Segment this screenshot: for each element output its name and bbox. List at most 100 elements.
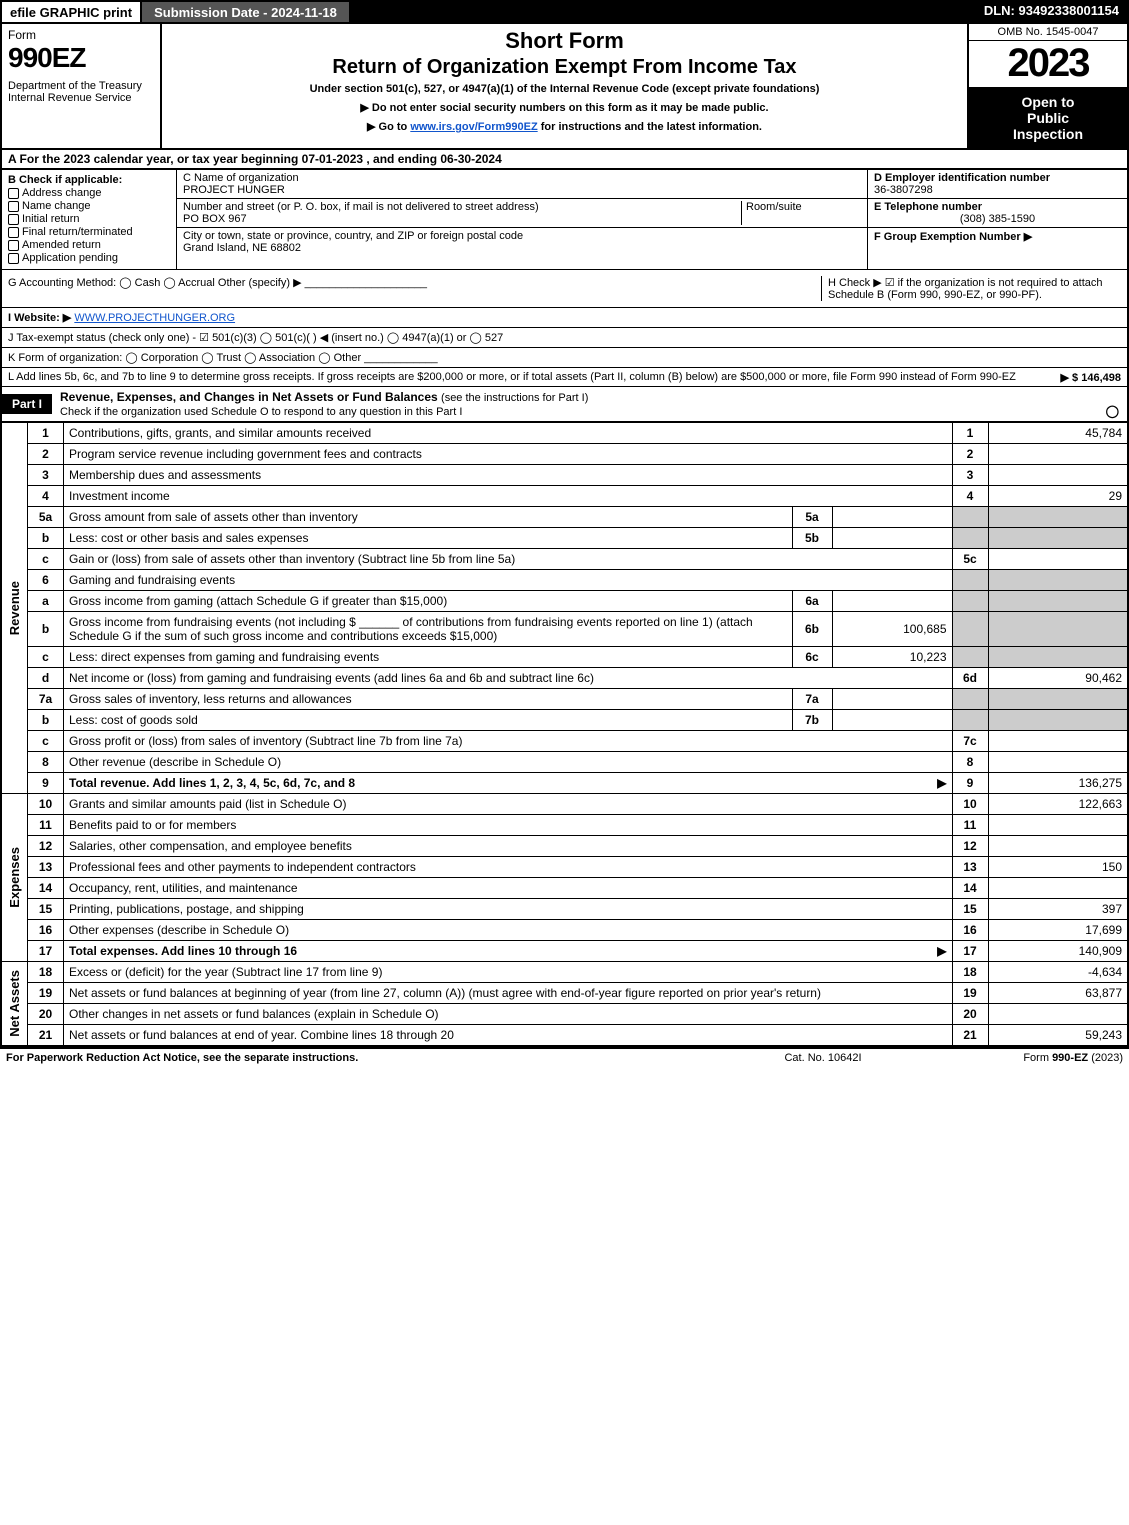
- col-def: D Employer identification number 36-3807…: [867, 170, 1127, 269]
- line-5c-num: c: [28, 549, 64, 570]
- line-5a-desc: Gross amount from sale of assets other t…: [69, 510, 358, 524]
- form-header: Form 990EZ Department of the Treasury In…: [0, 24, 1129, 150]
- line-8: 8 Other revenue (describe in Schedule O)…: [1, 752, 1128, 773]
- line-18-val: -4,634: [988, 962, 1128, 983]
- row-l: L Add lines 5b, 6c, and 7b to line 9 to …: [0, 368, 1129, 387]
- open-public-badge: Open to Public Inspection: [969, 88, 1127, 148]
- ck-initial-return[interactable]: Initial return: [8, 213, 170, 225]
- part-i-sub: (see the instructions for Part I): [441, 392, 588, 404]
- line-4-desc: Investment income: [69, 489, 170, 503]
- line-10-val: 122,663: [988, 794, 1128, 815]
- c-city-row: City or town, state or province, country…: [177, 228, 867, 256]
- ck-initial-return-label: Initial return: [22, 213, 79, 225]
- line-12-desc: Salaries, other compensation, and employ…: [69, 839, 352, 853]
- line-7b-val-shade: [988, 710, 1128, 731]
- line-13-ln: 13: [952, 857, 988, 878]
- line-8-ln: 8: [952, 752, 988, 773]
- ck-address-change[interactable]: Address change: [8, 187, 170, 199]
- col-c: C Name of organization PROJECT HUNGER Nu…: [177, 170, 867, 269]
- side-netassets: Net Assets: [1, 962, 28, 1047]
- line-6b-desc: Gross income from fundraising events (no…: [69, 615, 753, 643]
- main-title: Return of Organization Exempt From Incom…: [170, 56, 959, 79]
- line-9-desc: Total revenue. Add lines 1, 2, 3, 4, 5c,…: [69, 776, 355, 790]
- line-9-ln: 9: [952, 773, 988, 794]
- line-1-desc: Contributions, gifts, grants, and simila…: [69, 426, 371, 440]
- line-13-val: 150: [988, 857, 1128, 878]
- line-7a-ln-shade: [952, 689, 988, 710]
- g-accounting: G Accounting Method: ◯ Cash ◯ Accrual Ot…: [8, 276, 821, 301]
- line-5a-sv: [832, 507, 952, 528]
- c-street-value: PO BOX 967: [183, 213, 741, 225]
- line-6c-sv: 10,223: [832, 647, 952, 668]
- open-3: Inspection: [973, 126, 1123, 142]
- line-12: 12 Salaries, other compensation, and emp…: [1, 836, 1128, 857]
- line-6b-sn: 6b: [792, 612, 832, 647]
- c-city-value: Grand Island, NE 68802: [183, 242, 861, 254]
- footer-r-post: (2023): [1088, 1052, 1123, 1064]
- line-15: 15 Printing, publications, postage, and …: [1, 899, 1128, 920]
- h-schedule-b: H Check ▶ ☑ if the organization is not r…: [821, 276, 1121, 301]
- line-10-desc: Grants and similar amounts paid (list in…: [69, 797, 346, 811]
- line-6a-val-shade: [988, 591, 1128, 612]
- line-5b-desc: Less: cost or other basis and sales expe…: [69, 531, 308, 545]
- line-6-ln-shade: [952, 570, 988, 591]
- line-7c-num: c: [28, 731, 64, 752]
- line-19-desc: Net assets or fund balances at beginning…: [69, 986, 821, 1000]
- line-7a-sv: [832, 689, 952, 710]
- website-link[interactable]: WWW.PROJECTHUNGER.ORG: [74, 312, 235, 324]
- section-bcdef: B Check if applicable: Address change Na…: [0, 170, 1129, 270]
- line-6d: d Net income or (loss) from gaming and f…: [1, 668, 1128, 689]
- line-5c: c Gain or (loss) from sale of assets oth…: [1, 549, 1128, 570]
- line-11-desc: Benefits paid to or for members: [69, 818, 236, 832]
- line-2-num: 2: [28, 444, 64, 465]
- line-12-val: [988, 836, 1128, 857]
- line-7a-sn: 7a: [792, 689, 832, 710]
- d-label: D Employer identification number: [874, 172, 1121, 184]
- line-5b-sv: [832, 528, 952, 549]
- line-7b-sv: [832, 710, 952, 731]
- line-11-val: [988, 815, 1128, 836]
- line-5b-ln-shade: [952, 528, 988, 549]
- c-street-label: Number and street (or P. O. box, if mail…: [183, 201, 741, 213]
- part-i-tag: Part I: [2, 394, 52, 414]
- line-1-num: 1: [28, 423, 64, 444]
- line-6: 6 Gaming and fundraising events: [1, 570, 1128, 591]
- irs-link[interactable]: www.irs.gov/Form990EZ: [410, 121, 537, 133]
- e-block: E Telephone number (308) 385-1590: [868, 199, 1127, 228]
- line-16-desc: Other expenses (describe in Schedule O): [69, 923, 289, 937]
- line-6a-num: a: [28, 591, 64, 612]
- efile-print-button[interactable]: efile GRAPHIC print: [0, 0, 142, 24]
- line-17: 17 Total expenses. Add lines 10 through …: [1, 941, 1128, 962]
- ck-amended-return-label: Amended return: [22, 239, 101, 251]
- line-7c-desc: Gross profit or (loss) from sales of inv…: [69, 734, 462, 748]
- line-5a: 5a Gross amount from sale of assets othe…: [1, 507, 1128, 528]
- line-6c-val-shade: [988, 647, 1128, 668]
- line-10-ln: 10: [952, 794, 988, 815]
- line-2-ln: 2: [952, 444, 988, 465]
- line-11: 11 Benefits paid to or for members 11: [1, 815, 1128, 836]
- line-15-num: 15: [28, 899, 64, 920]
- line-7a-val-shade: [988, 689, 1128, 710]
- line-6d-val: 90,462: [988, 668, 1128, 689]
- row-j: J Tax-exempt status (check only one) - ☑…: [0, 328, 1129, 348]
- ck-name-change[interactable]: Name change: [8, 200, 170, 212]
- part-i-header: Part I Revenue, Expenses, and Changes in…: [0, 387, 1129, 423]
- part-i-check-box[interactable]: ◯: [1106, 404, 1119, 418]
- line-4-ln: 4: [952, 486, 988, 507]
- line-8-val: [988, 752, 1128, 773]
- ck-app-pending[interactable]: Application pending: [8, 252, 170, 264]
- ck-amended-return[interactable]: Amended return: [8, 239, 170, 251]
- line-14-ln: 14: [952, 878, 988, 899]
- line-5a-val-shade: [988, 507, 1128, 528]
- line-7b-ln-shade: [952, 710, 988, 731]
- bullet-1: ▶ Do not enter social security numbers o…: [170, 101, 959, 114]
- line-6b-num: b: [28, 612, 64, 647]
- line-7c: c Gross profit or (loss) from sales of i…: [1, 731, 1128, 752]
- ck-final-return[interactable]: Final return/terminated: [8, 226, 170, 238]
- line-17-num: 17: [28, 941, 64, 962]
- line-16-ln: 16: [952, 920, 988, 941]
- line-2: 2 Program service revenue including gove…: [1, 444, 1128, 465]
- line-2-desc: Program service revenue including govern…: [69, 447, 422, 461]
- line-21-desc: Net assets or fund balances at end of ye…: [69, 1028, 454, 1042]
- line-18-num: 18: [28, 962, 64, 983]
